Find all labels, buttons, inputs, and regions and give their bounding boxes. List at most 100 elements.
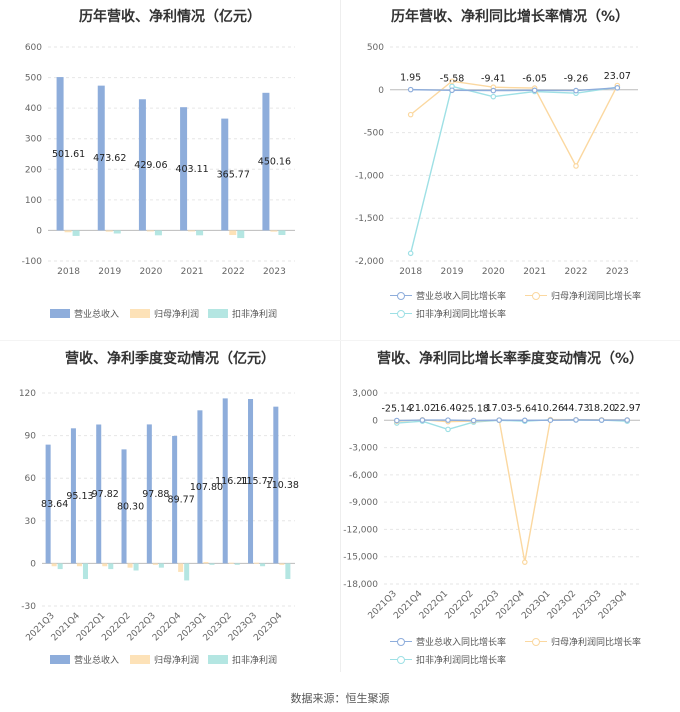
- chart-title: 历年营收、净利情况（亿元）: [79, 9, 261, 25]
- data-label: 21.02: [409, 403, 436, 414]
- data-point: [573, 417, 579, 423]
- bar-net-profit: [188, 230, 196, 232]
- bar-revenue: [70, 428, 76, 564]
- data-point: [547, 417, 554, 423]
- data-label: -9.26: [564, 74, 589, 85]
- y-tick-label: 120: [19, 389, 36, 399]
- bar-deducted: [184, 563, 190, 581]
- bar-revenue: [197, 410, 203, 564]
- legend-item-net-profit[interactable]: 归母净利润: [130, 307, 199, 320]
- data-point: [598, 417, 605, 423]
- y-tick-label: 0: [372, 416, 378, 426]
- bar-net-profit: [270, 230, 278, 232]
- legend-item-net-profit-growth[interactable]: 归母净利润同比增长率: [525, 635, 641, 648]
- bar-deducted: [113, 230, 121, 234]
- series-line-net-profit: [410, 80, 618, 168]
- data-point: [522, 559, 528, 565]
- legend-label: 营业总收入同比增长率: [416, 638, 507, 648]
- data-label: 473.62: [93, 153, 126, 164]
- data-label: -5.64: [513, 403, 538, 414]
- legend-item-revenue-growth[interactable]: 营业总收入同比增长率: [390, 289, 506, 302]
- x-tick-label: 2021: [181, 267, 204, 277]
- bar-net-profit: [178, 563, 184, 572]
- data-point: [531, 87, 538, 94]
- legend-label: 归母净利润: [154, 310, 200, 320]
- bar-revenue: [248, 399, 254, 564]
- data-label: 107.80: [190, 482, 223, 493]
- y-tick-label: 0: [30, 559, 36, 569]
- data-point: [496, 417, 503, 423]
- legend-item-deducted[interactable]: 扣非净利润: [208, 307, 277, 320]
- legend-item-revenue[interactable]: 营业总收入: [50, 653, 119, 666]
- y-tick-label: -1,000: [355, 171, 384, 181]
- data-label: 97.88: [142, 489, 169, 500]
- data-point: [573, 163, 579, 169]
- y-tick-label: -15,000: [343, 553, 378, 563]
- series-line-deducted: [409, 85, 618, 254]
- data-label: -5.58: [440, 73, 465, 84]
- legend-item-revenue[interactable]: 营业总收入: [50, 307, 119, 320]
- bar-net-profit: [229, 230, 237, 236]
- data-source-note: 数据来源：恒生聚源: [290, 692, 390, 705]
- y-tick-label: -500: [364, 129, 385, 139]
- bar-deducted: [133, 563, 139, 571]
- y-tick-label: 100: [25, 196, 42, 206]
- y-tick-label: -6,000: [349, 471, 378, 481]
- bar-revenue: [262, 92, 270, 231]
- data-point: [445, 426, 451, 433]
- data-label: -6.05: [522, 73, 547, 84]
- bar-deducted: [82, 563, 88, 580]
- y-tick-label: 600: [25, 43, 42, 53]
- y-tick-label: 0: [36, 226, 42, 236]
- legend-label: 扣非净利润同比增长率: [416, 656, 507, 666]
- bar-revenue: [97, 85, 105, 231]
- data-point: [614, 85, 621, 91]
- data-label: 44.73: [562, 403, 589, 414]
- bar-revenue: [172, 435, 178, 564]
- data-point: [407, 86, 414, 93]
- horizontal-divider: [0, 340, 680, 341]
- chart-title: 营收、净利同比增长率季度变动情况（%）: [376, 351, 644, 367]
- y-tick-label: 30: [25, 517, 37, 527]
- legend-label: 扣非净利润: [232, 656, 278, 666]
- y-tick-label: 400: [25, 104, 42, 114]
- bar-revenue: [56, 77, 64, 231]
- x-tick-label: 2023: [606, 267, 629, 277]
- data-label: 17.03: [486, 403, 513, 414]
- data-label: 365.77: [217, 170, 250, 181]
- annual-growth-rate-plot: -2,000 -1,500 -1,000 -500 0 500 1.95 -5.58 -9.41…: [355, 43, 638, 277]
- y-tick-label: 500: [367, 43, 384, 53]
- bar-net-profit: [76, 563, 82, 567]
- bar-net-profit: [51, 563, 57, 567]
- quarterly-growth-rate-chart: 营收、净利同比增长率季度变动情况（%） -18,000 -15,000 -12,00…: [340, 340, 680, 680]
- legend-item-net-profit-growth[interactable]: 归母净利润同比增长率: [525, 289, 641, 302]
- legend-label: 归母净利润: [154, 656, 200, 666]
- bar-deducted: [108, 563, 114, 570]
- legend-item-deducted[interactable]: 扣非净利润: [208, 653, 277, 666]
- legend-label: 扣非净利润同比增长率: [416, 310, 507, 320]
- bar-revenue: [45, 444, 51, 564]
- bar-revenue: [146, 424, 152, 564]
- bar-revenue: [121, 449, 127, 564]
- y-tick-label: -12,000: [343, 525, 378, 535]
- quarterly-revenue-profit-chart: 营收、净利季度变动情况（亿元） -30 0 30 60 90 120 83.64 95.13 9…: [0, 340, 340, 680]
- legend-item-deducted-growth[interactable]: 扣非净利润同比增长率: [390, 307, 506, 320]
- legend-label: 营业总收入: [74, 310, 120, 320]
- bar-net-profit: [228, 562, 234, 564]
- bar-revenue: [180, 107, 188, 231]
- legend-item-revenue-growth[interactable]: 营业总收入同比增长率: [390, 635, 506, 648]
- legend-item-net-profit[interactable]: 归母净利润: [130, 653, 199, 666]
- y-tick-label: 90: [25, 432, 37, 442]
- x-tick-label: 2020: [482, 267, 505, 277]
- data-label: -25.18: [458, 404, 489, 415]
- x-tick-label: 2022: [222, 267, 245, 277]
- bar-revenue: [273, 406, 279, 564]
- series-line-revenue: [396, 419, 628, 422]
- data-label: 1.95: [400, 73, 421, 84]
- bar-deducted: [209, 563, 215, 565]
- y-tick-label: -1,500: [355, 214, 384, 224]
- data-point: [393, 417, 400, 424]
- legend-item-deducted-growth[interactable]: 扣非净利润同比增长率: [390, 653, 506, 666]
- data-point: [407, 250, 414, 257]
- vertical-divider: [340, 0, 341, 672]
